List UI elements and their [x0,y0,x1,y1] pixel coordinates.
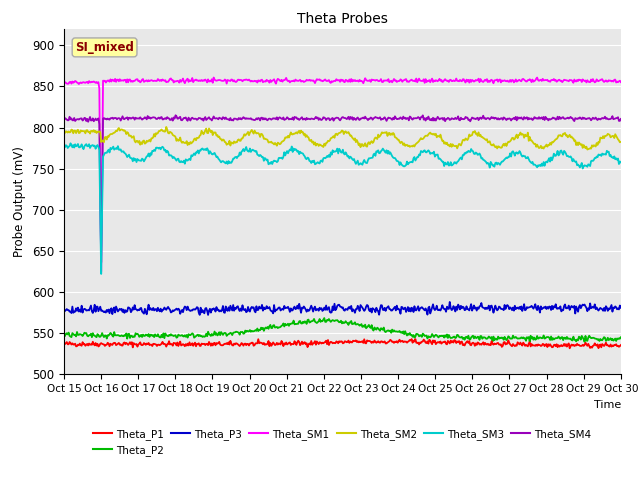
Theta_SM4 [97,260,105,265]
Theta_P1 [60,340,68,346]
Title: Theta Probes: Theta Probes [297,12,388,26]
Theta_SM1 [617,79,625,85]
Text: Time: Time [593,400,621,410]
Theta_SM1 [60,78,68,84]
Theta_SM4 [314,115,322,120]
Theta_P2 [526,339,534,345]
Theta_P1 [566,346,573,351]
Theta_SM2 [204,130,212,136]
Theta_SM2 [163,124,170,130]
Line: Theta_SM4: Theta_SM4 [64,115,621,263]
Legend: Theta_P1, Theta_P2, Theta_P3, Theta_SM1, Theta_SM2, Theta_SM3, Theta_SM4: Theta_P1, Theta_P2, Theta_P3, Theta_SM1,… [89,424,596,460]
Theta_SM3 [314,159,322,165]
Theta_P1 [617,342,625,348]
Theta_SM2 [389,130,397,136]
Theta_P2 [389,329,397,335]
Theta_SM2 [60,130,68,136]
Theta_SM4 [172,112,179,118]
Line: Theta_SM1: Theta_SM1 [64,78,621,272]
Line: Theta_SM2: Theta_SM2 [64,127,621,150]
Theta_P1 [433,340,440,346]
Y-axis label: Probe Output (mV): Probe Output (mV) [13,146,26,257]
Theta_P3 [159,307,166,312]
Theta_P2 [433,333,440,338]
Theta_P3 [617,305,625,311]
Theta_SM4 [617,116,625,122]
Theta_SM2 [584,147,591,153]
Theta_P3 [481,306,489,312]
Line: Theta_P2: Theta_P2 [64,318,621,342]
Theta_P1 [480,342,488,348]
Theta_P1 [204,341,211,347]
Theta_SM1 [434,78,442,84]
Theta_SM1 [481,77,489,83]
Theta_SM2 [480,135,488,141]
Theta_SM4 [159,117,167,122]
Theta_SM1 [390,76,398,82]
Theta_P1 [312,342,320,348]
Theta_P1 [412,336,419,342]
Theta_SM3 [67,141,74,146]
Theta_SM4 [60,118,68,123]
Text: SI_mixed: SI_mixed [75,41,134,54]
Theta_P3 [204,308,211,313]
Theta_SM3 [617,159,625,165]
Theta_P3 [204,312,212,318]
Theta_P3 [60,307,68,313]
Theta_SM2 [617,139,625,145]
Theta_P3 [389,306,397,312]
Theta_SM3 [434,152,442,157]
Theta_P2 [480,335,488,340]
Theta_P1 [159,339,166,345]
Theta_SM3 [390,155,398,161]
Theta_SM1 [314,77,322,83]
Theta_SM2 [313,141,321,147]
Theta_P1 [388,339,396,345]
Theta_SM4 [434,114,442,120]
Theta_SM4 [481,115,489,121]
Line: Theta_P1: Theta_P1 [64,339,621,348]
Line: Theta_P3: Theta_P3 [64,302,621,315]
Line: Theta_SM3: Theta_SM3 [64,144,621,274]
Theta_SM3 [481,158,489,164]
Theta_SM3 [60,143,68,148]
Theta_P2 [312,319,320,325]
Theta_SM3 [97,271,105,277]
Theta_SM1 [159,77,167,83]
Theta_P3 [433,303,440,309]
Theta_P2 [60,331,68,337]
Theta_SM1 [210,75,218,81]
Theta_P2 [321,315,328,321]
Theta_SM4 [390,117,398,122]
Theta_P3 [313,307,321,312]
Theta_SM3 [161,148,168,154]
Theta_P2 [617,335,625,340]
Theta_SM3 [205,151,213,156]
Theta_SM2 [159,128,166,134]
Theta_P2 [159,334,166,340]
Theta_P3 [446,299,454,305]
Theta_P2 [204,333,211,339]
Theta_SM2 [433,134,440,140]
Theta_SM4 [205,114,213,120]
Theta_SM1 [204,76,212,82]
Theta_SM1 [97,269,105,275]
